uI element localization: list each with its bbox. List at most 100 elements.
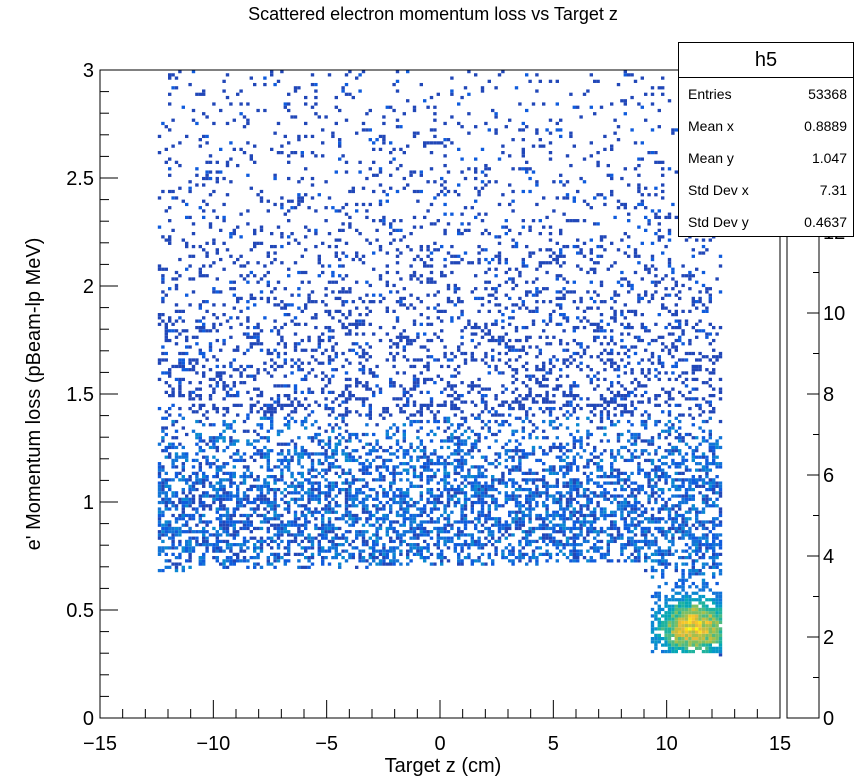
heatmap-cell xyxy=(433,332,437,336)
heatmap-cell xyxy=(188,504,192,508)
heatmap-cell xyxy=(372,173,376,177)
heatmap-cell xyxy=(531,429,536,433)
heatmap-cell xyxy=(484,121,488,126)
heatmap-cell xyxy=(327,377,332,382)
heatmap-cell xyxy=(562,403,566,407)
heatmap-cell xyxy=(222,381,226,385)
heatmap-cell xyxy=(365,387,369,391)
heatmap-cell xyxy=(504,497,508,501)
heatmap-cell xyxy=(460,257,464,262)
heatmap-cell xyxy=(484,500,488,505)
heatmap-cell xyxy=(229,543,233,547)
heatmap-cell xyxy=(504,400,508,404)
heatmap-cell xyxy=(487,410,491,414)
heatmap-cell xyxy=(171,277,175,281)
heatmap-cell xyxy=(511,484,515,488)
heatmap-cell xyxy=(293,361,298,365)
heatmap-cell xyxy=(344,82,349,87)
heatmap-cell xyxy=(212,238,216,242)
heatmap-cell xyxy=(273,491,277,495)
heatmap-cell xyxy=(484,394,488,398)
heatmap-cell xyxy=(198,445,202,450)
heatmap-cell xyxy=(446,300,451,304)
heatmap-cell xyxy=(344,458,349,463)
heatmap-cell xyxy=(494,507,498,511)
heatmap-cell xyxy=(171,543,175,547)
heatmap-cell xyxy=(406,517,410,521)
heatmap-cell xyxy=(307,520,311,524)
heatmap-cell xyxy=(290,115,294,119)
heatmap-cell xyxy=(222,384,226,388)
heatmap-cell xyxy=(596,193,600,197)
heatmap-cell xyxy=(229,232,233,236)
heatmap-cell xyxy=(246,332,250,336)
heatmap-cell xyxy=(331,510,335,514)
heatmap-cell xyxy=(178,70,182,74)
heatmap-cell xyxy=(429,510,434,514)
heatmap-cell xyxy=(317,500,321,505)
heatmap-cell xyxy=(202,494,206,498)
heatmap-cell xyxy=(239,497,243,501)
heatmap-cell xyxy=(446,436,451,440)
heatmap-cell xyxy=(525,170,529,174)
heatmap-cell xyxy=(208,423,213,427)
heatmap-cell xyxy=(222,439,226,443)
heatmap-cell xyxy=(382,138,386,142)
heatmap-cell xyxy=(324,494,328,498)
heatmap-cell xyxy=(361,445,366,450)
heatmap-cell xyxy=(283,455,287,459)
heatmap-cell xyxy=(300,254,304,258)
heatmap-cell xyxy=(372,147,376,151)
heatmap-cell xyxy=(334,355,338,359)
heatmap-cell xyxy=(480,513,485,518)
heatmap-cell xyxy=(426,546,430,550)
heatmap-cell xyxy=(344,497,349,501)
heatmap-cell xyxy=(232,543,236,547)
heatmap-cell xyxy=(480,387,485,391)
heatmap-cell xyxy=(188,394,192,398)
heatmap-cell xyxy=(429,202,434,207)
heatmap-cell xyxy=(586,526,590,531)
heatmap-cell xyxy=(317,549,321,553)
heatmap-cell xyxy=(331,274,335,278)
heatmap-cell xyxy=(389,487,393,492)
heatmap-cell xyxy=(290,206,294,210)
heatmap-cell xyxy=(487,79,491,83)
heatmap-cell xyxy=(287,552,291,556)
heatmap-cell xyxy=(191,364,196,369)
heatmap-cell xyxy=(555,491,559,495)
heatmap-cell xyxy=(358,319,362,323)
heatmap-cell xyxy=(181,361,185,365)
heatmap-cell xyxy=(548,494,553,498)
heatmap-cell xyxy=(569,487,573,492)
heatmap-cell xyxy=(497,462,502,466)
heatmap-cell xyxy=(555,296,559,301)
heatmap-cell xyxy=(164,381,168,385)
heatmap-cell xyxy=(586,429,590,433)
heatmap-cell xyxy=(559,303,563,307)
heatmap-cell xyxy=(576,439,580,443)
heatmap-cell xyxy=(446,283,451,288)
heatmap-cell xyxy=(480,358,485,362)
heatmap-cell xyxy=(579,296,583,301)
heatmap-cell xyxy=(266,351,270,356)
heatmap-cell xyxy=(171,436,175,440)
heatmap-cell xyxy=(548,552,553,556)
heatmap-cell xyxy=(389,141,393,145)
heatmap-cell xyxy=(314,510,318,514)
heatmap-cell xyxy=(412,526,417,531)
heatmap-cell xyxy=(480,494,485,498)
heatmap-cell xyxy=(178,332,182,336)
heatmap-cell xyxy=(385,533,389,537)
heatmap-cell xyxy=(344,530,349,534)
heatmap-cell xyxy=(576,423,580,427)
heatmap-cell xyxy=(293,384,298,388)
heatmap-cell xyxy=(341,452,345,456)
heatmap-cell xyxy=(297,134,301,139)
heatmap-cell xyxy=(219,257,223,262)
heatmap-cell xyxy=(497,517,502,521)
heatmap-cell xyxy=(467,436,471,440)
heatmap-cell xyxy=(436,487,440,492)
heatmap-cell xyxy=(266,254,270,258)
heatmap-cell xyxy=(164,160,168,164)
